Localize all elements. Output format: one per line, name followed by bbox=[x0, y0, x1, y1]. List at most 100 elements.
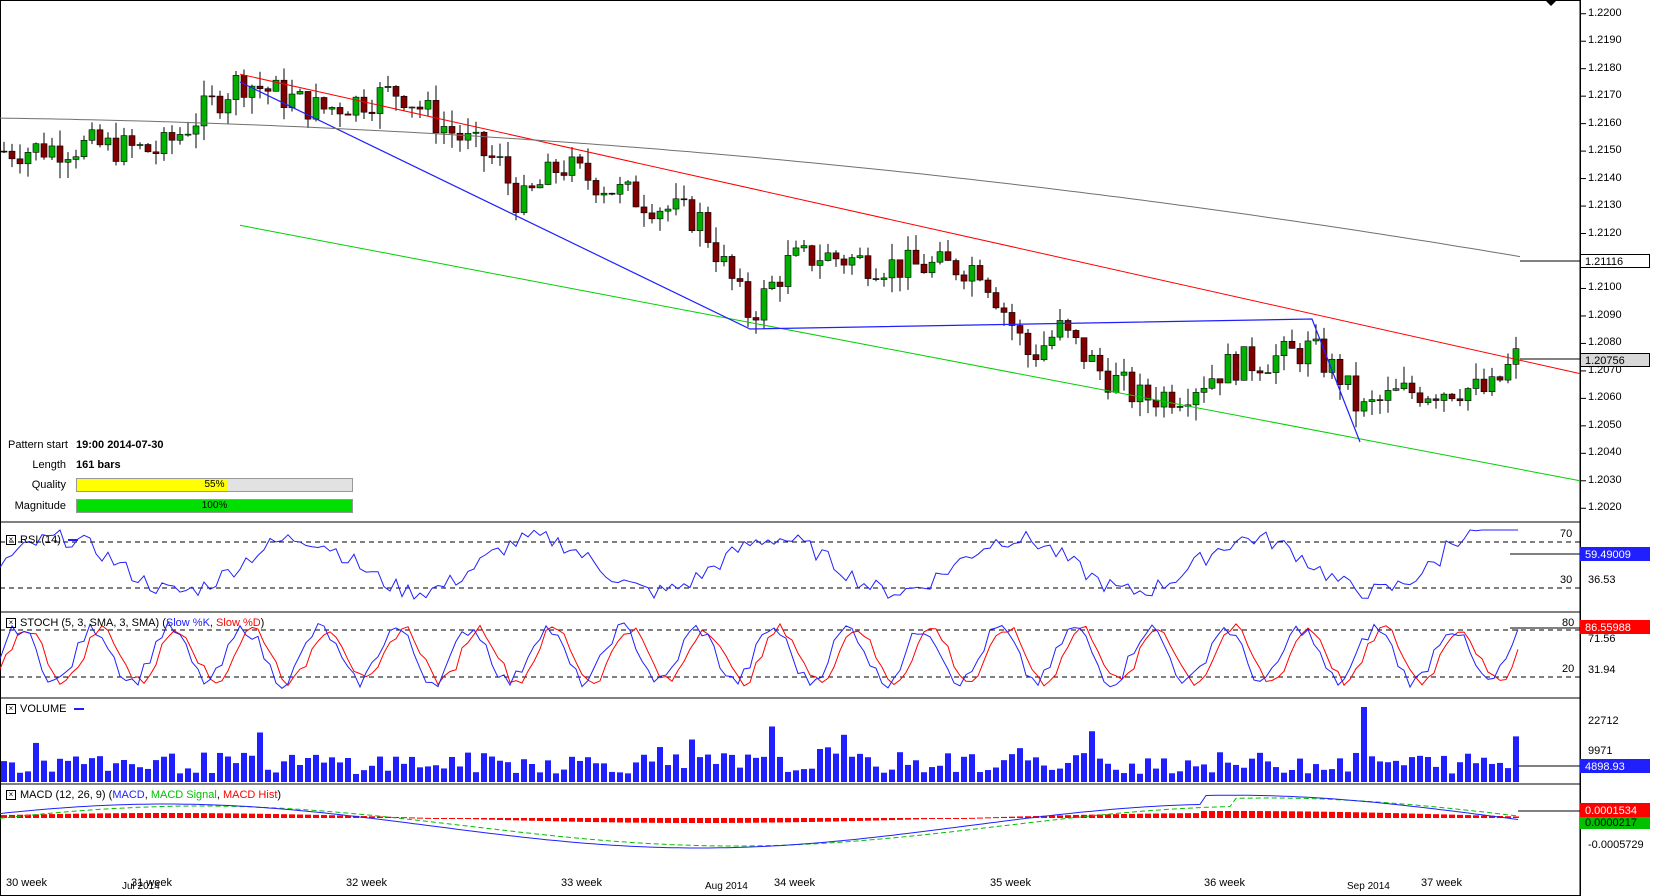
volume-bar bbox=[1497, 762, 1503, 782]
volume-bar bbox=[1217, 752, 1223, 782]
macd-main-legend: MACD bbox=[112, 789, 145, 801]
candle bbox=[32, 142, 40, 161]
candle bbox=[184, 121, 192, 137]
stoch-current-tag: 86.55988 bbox=[1580, 620, 1650, 634]
macd-hist-bar bbox=[793, 818, 799, 823]
macd-hist-bar bbox=[1417, 813, 1423, 818]
macd-hist-bar bbox=[129, 813, 135, 818]
candle bbox=[1464, 387, 1472, 411]
price-tick-label: 1.2180 bbox=[1588, 61, 1622, 74]
macd-hist-bar bbox=[1241, 811, 1247, 818]
volume-bar bbox=[1465, 753, 1471, 782]
candle bbox=[656, 207, 664, 231]
macd-hist-bar bbox=[1425, 813, 1431, 818]
volume-bar bbox=[793, 770, 799, 782]
volume-bar bbox=[1089, 731, 1095, 782]
volume-bar bbox=[265, 769, 271, 782]
price-tick-label: 1.2140 bbox=[1588, 171, 1622, 184]
candle bbox=[1096, 347, 1104, 381]
candle bbox=[848, 254, 856, 275]
price-tick-label: 1.2170 bbox=[1588, 89, 1622, 102]
volume-bar bbox=[225, 756, 231, 782]
candle bbox=[712, 227, 720, 272]
candle bbox=[1200, 376, 1208, 403]
macd-hist-bar bbox=[625, 818, 631, 823]
candle bbox=[768, 275, 776, 291]
macd-hist-bar bbox=[689, 818, 695, 823]
macd-hist-bar bbox=[1329, 811, 1335, 818]
macd-hist-bar bbox=[1289, 811, 1295, 818]
stoch-label[interactable]: × STOCH (5, 3, SMA, 3, SMA) (Slow %K, Slo… bbox=[6, 617, 264, 629]
macd-hist-bar bbox=[1201, 811, 1207, 818]
candle bbox=[328, 106, 336, 115]
rsi-label[interactable]: × RSI (14) bbox=[6, 534, 79, 546]
close-panel-icon[interactable]: × bbox=[6, 535, 16, 546]
volume-bar bbox=[865, 757, 871, 782]
pattern-length-label: Length bbox=[32, 459, 66, 471]
volume-bar bbox=[601, 763, 607, 782]
volume-bar bbox=[1305, 773, 1311, 782]
volume-bar bbox=[417, 767, 423, 782]
volume-bar bbox=[1273, 767, 1279, 782]
candle bbox=[432, 85, 440, 144]
volume-bar bbox=[569, 756, 575, 782]
close-panel-icon[interactable]: × bbox=[6, 618, 16, 629]
macd-hist-bar bbox=[497, 818, 503, 820]
macd-hist-bar bbox=[185, 813, 191, 818]
macd-hist-bar bbox=[1441, 814, 1447, 818]
candle bbox=[1080, 337, 1088, 369]
volume-tick-1: 22712 bbox=[1588, 715, 1619, 727]
volume-bar bbox=[617, 772, 623, 782]
macd-hist-bar bbox=[849, 818, 855, 822]
volume-bar bbox=[705, 754, 711, 782]
pattern-magnitude-label: Magnitude bbox=[14, 500, 66, 512]
scroll-marker-icon[interactable] bbox=[1545, 0, 1557, 6]
week-label: 32 week bbox=[346, 877, 387, 889]
volume-bar bbox=[449, 756, 455, 782]
candle bbox=[632, 175, 640, 208]
macd-hist-bar bbox=[265, 813, 271, 818]
macd-hist-bar bbox=[41, 814, 47, 818]
macd-label[interactable]: × MACD (12, 26, 9) (MACD, MACD Signal, MA… bbox=[6, 789, 281, 801]
candle bbox=[752, 311, 760, 334]
volume-bar bbox=[625, 773, 631, 782]
macd-hist-bar bbox=[1409, 813, 1415, 818]
volume-bar bbox=[1249, 758, 1255, 782]
volume-bar bbox=[833, 753, 839, 782]
volume-bar bbox=[385, 770, 391, 782]
rsi-extra-label: 36.53 bbox=[1588, 574, 1616, 586]
macd-hist-bar bbox=[1505, 816, 1511, 818]
volume-bar bbox=[609, 771, 615, 782]
volume-bar bbox=[465, 752, 471, 782]
candle bbox=[976, 259, 984, 282]
candle bbox=[1304, 331, 1312, 377]
candle bbox=[648, 203, 656, 224]
volume-bar bbox=[961, 756, 967, 782]
macd-hist-bar bbox=[225, 813, 231, 818]
macd-hist-bar bbox=[961, 818, 967, 819]
volume-label[interactable]: × VOLUME bbox=[6, 703, 84, 715]
close-panel-icon[interactable]: × bbox=[6, 704, 16, 715]
volume-bar bbox=[1377, 761, 1383, 782]
volume-bar bbox=[1409, 757, 1415, 782]
volume-bar bbox=[1065, 762, 1071, 782]
macd-hist-bar bbox=[1105, 814, 1111, 818]
candle bbox=[120, 127, 128, 166]
volume-bar bbox=[1185, 760, 1191, 782]
macd-hist-bar bbox=[249, 813, 255, 818]
candle bbox=[272, 75, 280, 92]
volume-bar bbox=[1233, 764, 1239, 782]
macd-hist-bar bbox=[273, 814, 279, 818]
macd-hist-bar bbox=[473, 818, 479, 820]
macd-hist-bar bbox=[433, 818, 439, 819]
pattern-start-label: Pattern start bbox=[8, 439, 68, 451]
candle bbox=[944, 240, 952, 261]
macd-hist-bar bbox=[1, 815, 7, 818]
rsi-title: RSI (14) bbox=[20, 534, 61, 546]
price-tick-label: 1.2030 bbox=[1588, 473, 1622, 486]
close-panel-icon[interactable]: × bbox=[6, 790, 16, 801]
candle bbox=[304, 91, 312, 129]
candle bbox=[48, 137, 56, 161]
candle bbox=[1184, 388, 1192, 417]
candle bbox=[720, 244, 728, 267]
